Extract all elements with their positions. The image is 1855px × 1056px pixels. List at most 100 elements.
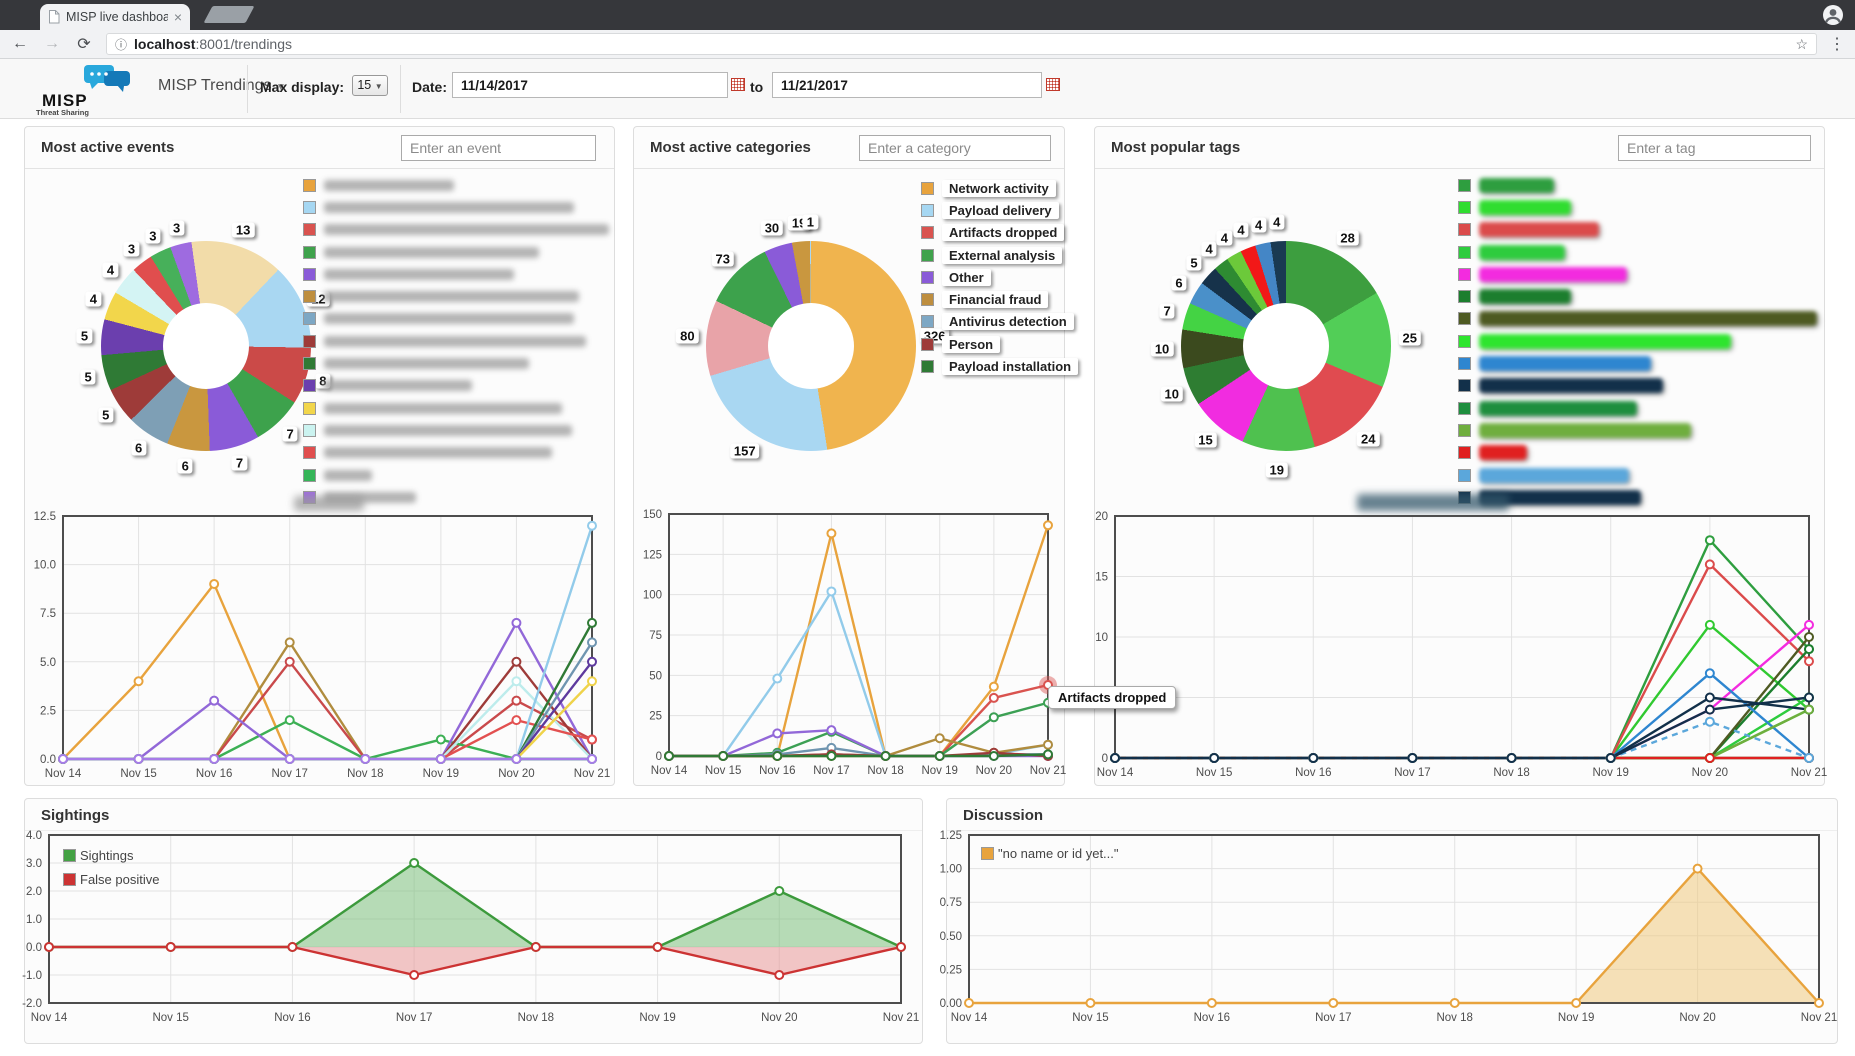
legend-item[interactable] — [303, 174, 609, 196]
max-display-label: Max display: — [260, 79, 345, 95]
tab-close-icon[interactable]: × — [173, 9, 182, 25]
legend-item[interactable]: Financial fraud — [921, 288, 1078, 310]
svg-text:-2.0: -2.0 — [22, 998, 42, 1010]
legend-item[interactable]: Network activity — [921, 177, 1078, 199]
svg-text:0: 0 — [656, 751, 662, 763]
legend-item[interactable] — [1458, 464, 1817, 486]
legend-item[interactable] — [1458, 196, 1817, 218]
events-line-chart[interactable]: 0.0 2.5 5.0 7.5 10.0 12.5 Nov 14 Nov 15 Nov 16 No… — [17, 506, 611, 789]
donut-slice-label: 7 — [231, 455, 248, 471]
browser-menu-icon[interactable]: ⋮ — [1829, 36, 1845, 53]
svg-text:Nov 14: Nov 14 — [951, 1012, 988, 1024]
max-display-select[interactable]: 15 ▼ — [352, 75, 388, 96]
panel-header: Most active events — [25, 127, 614, 169]
legend-item[interactable]: Antivirus detection — [921, 311, 1078, 333]
legend-item[interactable] — [1458, 308, 1817, 330]
legend-label-redacted — [324, 313, 574, 325]
discussion-chart[interactable]: 0.00 0.25 0.50 0.75 1.00 1.25 Nov 14 Nov 15 Nov … — [923, 825, 1838, 1033]
legend-item[interactable] — [303, 375, 609, 397]
legend-item[interactable]: Artifacts dropped — [921, 222, 1078, 244]
legend-swatch — [303, 401, 316, 415]
svg-text:0.25: 0.25 — [940, 964, 962, 976]
categories-line-chart[interactable]: 0 25 50 75 100 125 150 Nov 14 Nov 15 Nov 16 Nov 17… — [623, 504, 1066, 786]
legend-item[interactable] — [303, 352, 609, 374]
tag-pill-redacted — [1479, 222, 1599, 238]
blurred-tooltip — [1357, 494, 1509, 511]
legend-swatch — [303, 178, 316, 192]
legend-swatch — [921, 270, 934, 284]
category-search-input[interactable] — [859, 135, 1051, 161]
legend-item[interactable] — [1458, 219, 1817, 241]
legend-item[interactable] — [1458, 285, 1817, 307]
reload-icon[interactable]: ⟳ — [77, 36, 91, 53]
legend-item[interactable] — [303, 330, 609, 352]
calendar-icon[interactable] — [731, 78, 745, 91]
donut-slice-label: 7 — [282, 426, 298, 442]
legend-item[interactable]: Payload installation — [921, 355, 1079, 377]
legend-item[interactable] — [1458, 263, 1817, 285]
legend-item[interactable]: "no name or id yet..." — [981, 841, 1119, 865]
legend-item[interactable] — [1458, 352, 1817, 374]
misp-trendings-dropdown[interactable]: MISP Trendings ▼ — [158, 77, 286, 94]
legend-item[interactable] — [303, 263, 609, 285]
legend-item[interactable] — [303, 285, 609, 307]
site-info-icon[interactable]: ⓘ — [115, 37, 128, 52]
legend-item[interactable] — [303, 397, 609, 419]
svg-text:Nov 16: Nov 16 — [274, 1012, 310, 1024]
browser-tab[interactable]: MISP live dashboard × — [40, 4, 190, 30]
legend-item[interactable] — [1458, 174, 1817, 196]
tag-pill-redacted — [1479, 333, 1731, 349]
events-donut-chart[interactable]: 13 12 8 7 7 6 6 5 5 5 4 4 3 3 3 — [76, 220, 331, 474]
legend-item[interactable] — [303, 219, 609, 241]
svg-text:Nov 19: Nov 19 — [1592, 767, 1628, 779]
tag-search-input[interactable] — [1618, 135, 1811, 161]
legend-item[interactable] — [1458, 419, 1817, 441]
tags-donut-chart[interactable]: 28 25 24 19 15 10 10 7 6 5 4 4 4 4 4 — [1150, 214, 1421, 478]
misp-logo[interactable]: MISP Threat Sharing — [24, 61, 154, 117]
event-search-input[interactable] — [401, 135, 596, 161]
profile-icon[interactable] — [1821, 3, 1845, 27]
calendar-icon[interactable] — [1046, 78, 1060, 91]
new-tab-button[interactable] — [203, 6, 255, 23]
svg-text:Nov 19: Nov 19 — [1558, 1012, 1594, 1024]
url-text: localhost:8001/trendings — [134, 36, 293, 52]
donut-slice-label: 24 — [1356, 431, 1380, 447]
legend-item[interactable]: Sightings — [63, 843, 159, 867]
legend-item[interactable] — [1458, 442, 1817, 464]
legend-swatch — [921, 181, 934, 195]
legend-item[interactable] — [303, 464, 609, 486]
forward-icon[interactable]: → — [44, 35, 60, 52]
legend-item[interactable]: Payload delivery — [921, 199, 1078, 221]
svg-text:Nov 16: Nov 16 — [759, 765, 795, 777]
svg-text:0.0: 0.0 — [26, 942, 42, 954]
legend-item[interactable]: False positive — [63, 867, 159, 891]
panel-header: Most active categories — [634, 127, 1064, 169]
legend-item[interactable]: External analysis — [921, 244, 1078, 266]
legend-item[interactable]: Other — [921, 266, 1078, 288]
legend-item[interactable] — [303, 241, 609, 263]
legend-item[interactable] — [303, 196, 609, 218]
legend-item[interactable] — [1458, 397, 1817, 419]
legend-item[interactable] — [1458, 375, 1817, 397]
date-to-input[interactable] — [772, 72, 1042, 98]
legend-item[interactable] — [303, 442, 609, 464]
legend-item[interactable] — [1458, 241, 1817, 263]
back-icon[interactable]: ← — [12, 35, 28, 52]
legend-label: Antivirus detection — [942, 313, 1074, 331]
legend-item[interactable] — [303, 419, 609, 441]
legend-item[interactable]: Person — [921, 333, 1078, 355]
categories-donut-chart[interactable]: 326 157 80 73 30 19 1 — [676, 214, 950, 459]
bookmark-star-icon[interactable]: ☆ — [1795, 35, 1808, 52]
donut-slice-label: 80 — [676, 328, 699, 344]
legend-item[interactable] — [303, 308, 609, 330]
donut-slice-label: 6 — [130, 440, 147, 456]
legend-item[interactable] — [1458, 330, 1817, 352]
sightings-chart[interactable]: -2.0 -1.0 0.0 1.0 2.0 3.0 4.0 Nov 14 Nov 15 Nov 1… — [3, 825, 919, 1033]
svg-text:0.00: 0.00 — [940, 998, 962, 1010]
svg-text:7.5: 7.5 — [40, 608, 56, 620]
svg-text:Nov 17: Nov 17 — [1394, 767, 1430, 779]
url-bar[interactable]: ⓘ localhost:8001/trendings ☆ — [106, 33, 1817, 55]
svg-text:0: 0 — [1102, 753, 1108, 765]
date-from-input[interactable] — [452, 72, 728, 98]
